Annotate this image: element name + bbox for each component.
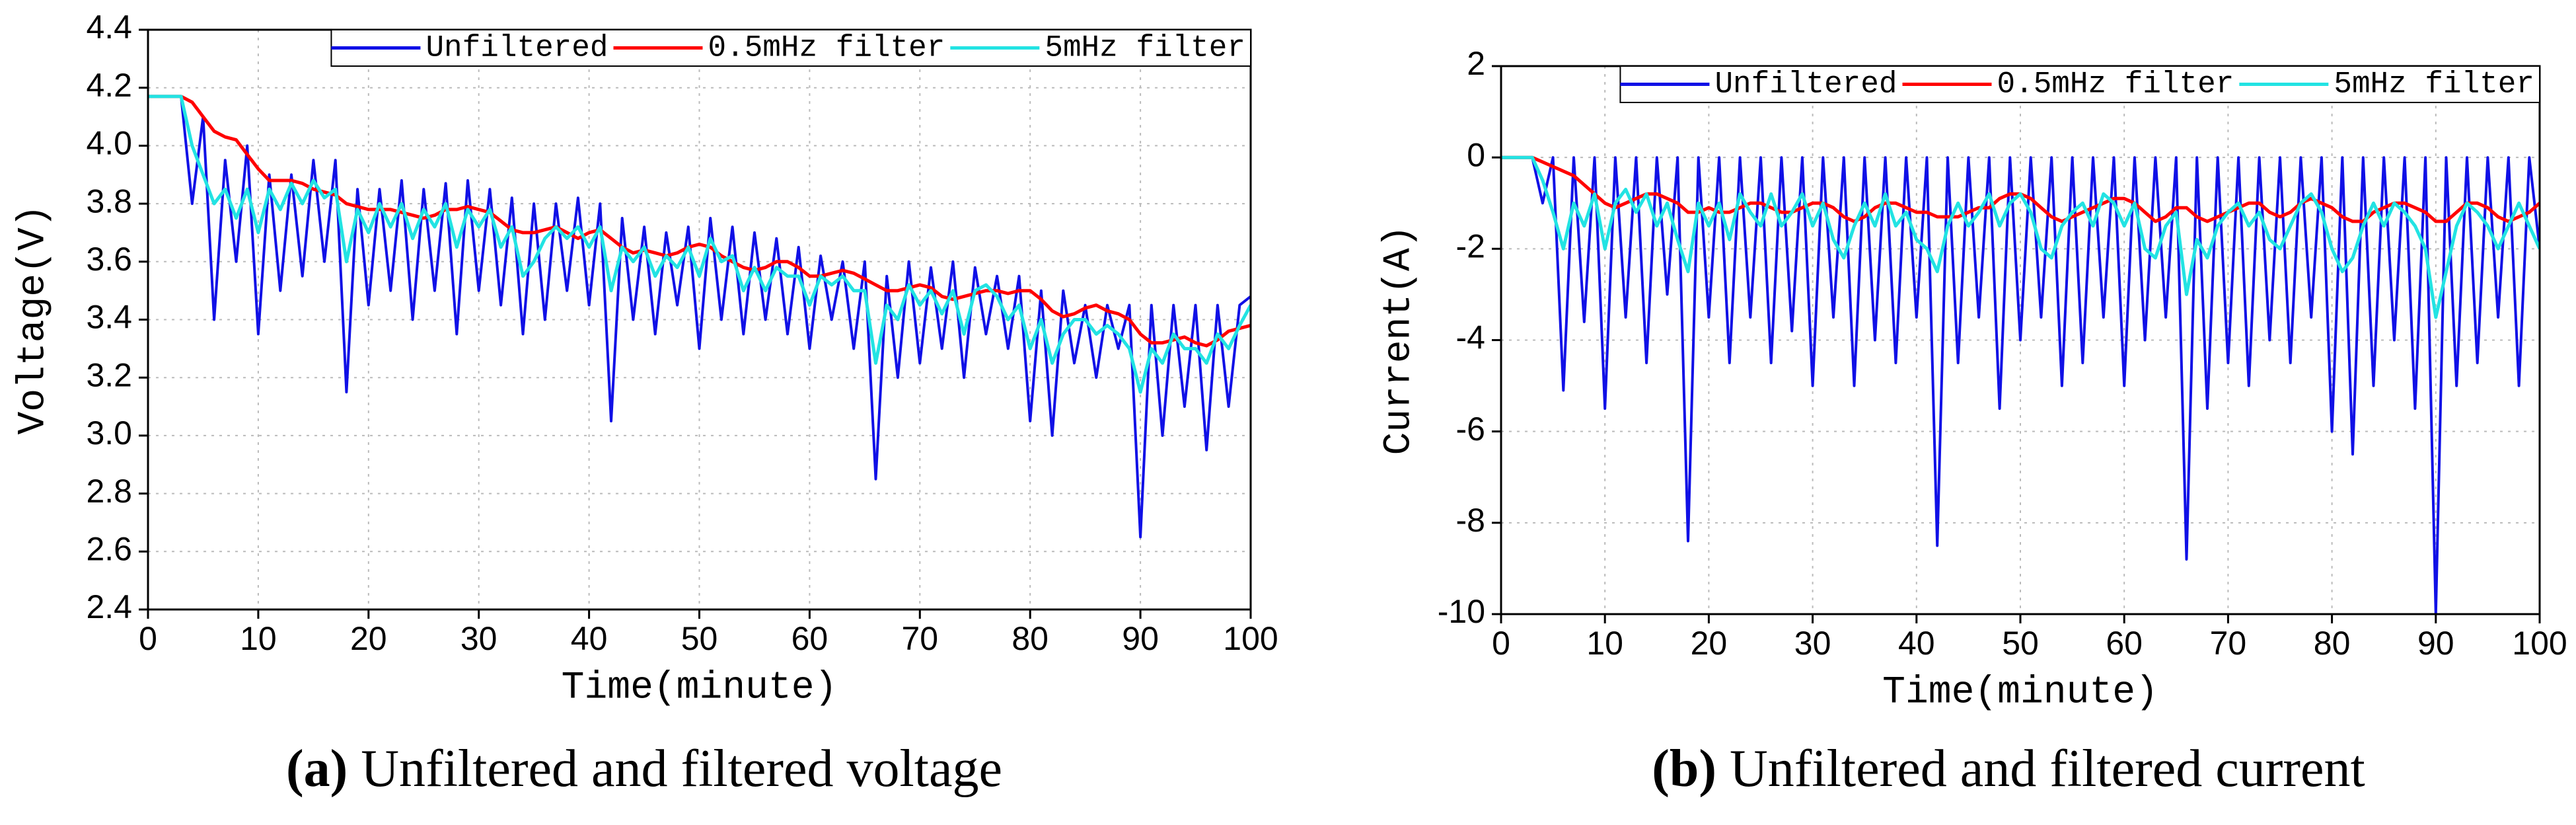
y-axis-title: Current(A) [1378,225,1420,455]
x-tick-label: 0 [1492,625,1510,662]
legend-label: 5mHz filter [1045,31,1245,65]
legend: Unfiltered 0.5mHz filter 5mHz filter [1619,65,2540,103]
legend-label: Unfiltered [425,31,608,65]
x-axis-title: Time(minute) [1882,671,2158,714]
y-tick-label: 3.6 [86,241,132,278]
chart: 0 10 20 30 40 50 60 70 80 90 100 -10 -8 -6 -4 -2 0 2 Time(… [1378,45,2567,798]
legend-box [330,29,1251,67]
x-tick-label: 10 [1586,625,1623,662]
legend-label: 0.5mHz filter [708,31,945,65]
y-tick-label: 0 [1467,136,1485,173]
legend-box [1619,65,2540,103]
x-tick-label: 30 [460,620,497,657]
series-line [148,95,1251,394]
y-tick-label: -6 [1456,411,1485,448]
y-tick-label: -10 [1438,593,1485,630]
y-tick-label: 4.4 [86,9,132,46]
y-tick-label: 3.0 [86,414,132,452]
y-axis-title: Voltage(V) [12,204,55,434]
x-tick-label: 80 [1012,620,1049,657]
x-tick-label: 90 [2417,625,2454,662]
legend-label: 5mHz filter [2334,67,2534,102]
legend: Unfiltered 0.5mHz filter 5mHz filter [330,29,1251,67]
x-tick-label: 20 [1691,625,1728,662]
legend-label: 0.5mHz filter [1997,67,2234,102]
caption-label: (b) [1652,740,1716,798]
y-tick-label: -4 [1456,319,1485,356]
x-tick-label: 50 [2002,625,2039,662]
legend-label: Unfiltered [1714,67,1897,102]
x-tick-label: 20 [350,620,387,657]
x-tick-label: 60 [2106,625,2143,662]
x-tick-label: 100 [2512,625,2567,662]
y-tick-label: 2.8 [86,473,132,510]
x-axis-title: Time(minute) [562,666,838,709]
x-tick-label: 10 [240,620,277,657]
caption: (b) Unfiltered and filtered current [1652,740,2365,798]
caption-label: (a) [286,740,348,798]
x-tick-label: 70 [2210,625,2247,662]
y-tick-label: 2.4 [86,588,132,625]
chart: 0 10 20 30 40 50 60 70 80 90 100 2.4 2.6 2.8 3.0 3.2 3.4… [12,9,1278,798]
x-tick-label: 80 [2314,625,2351,662]
x-tick-label: 50 [681,620,718,657]
y-tick-label: -2 [1456,228,1485,265]
caption: (a) Unfiltered and filtered voltage [286,740,1002,798]
y-tick-label: -8 [1456,502,1485,539]
caption-text: Unfiltered and filtered current [1730,740,2365,798]
x-tick-label: 60 [791,620,828,657]
y-tick-label: 2 [1467,45,1485,82]
y-tick-label: 4.0 [86,125,132,162]
x-tick-label: 90 [1122,620,1159,657]
x-tick-label: 40 [1898,625,1935,662]
y-tick-label: 4.2 [86,67,132,104]
x-tick-label: 70 [901,620,938,657]
y-tick-label: 3.8 [86,182,132,219]
y-tick-label: 3.4 [86,299,132,336]
x-tick-label: 0 [139,620,157,657]
x-tick-label: 100 [1223,620,1278,657]
y-tick-label: 3.2 [86,356,132,393]
x-tick-label: 30 [1794,625,1831,662]
series-line [1501,155,2540,319]
x-tick-label: 40 [571,620,608,657]
y-tick-label: 2.6 [86,531,132,568]
caption-text: Unfiltered and filtered voltage [361,740,1002,798]
